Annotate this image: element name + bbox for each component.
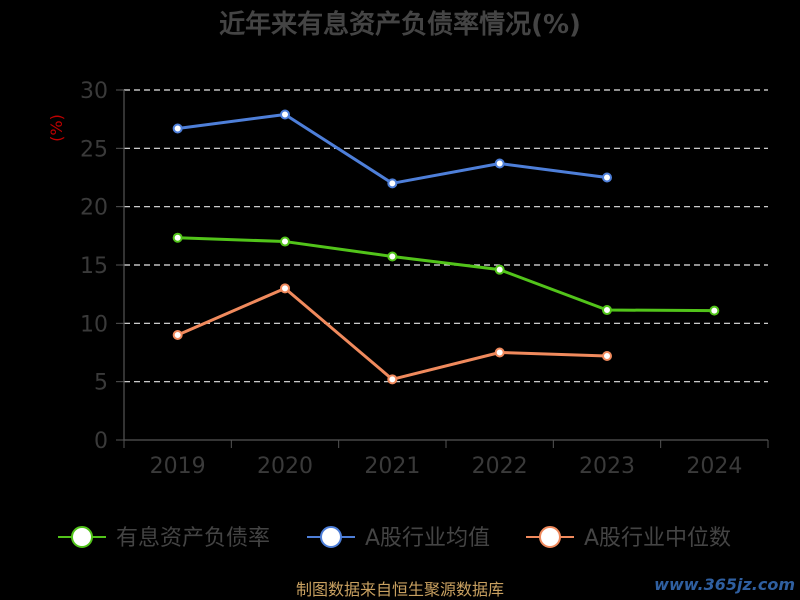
series-2-point [172,330,183,340]
series-0-line [177,236,715,313]
y-axis-ticks: 0 5 10 15 20 25 30 [80,79,124,454]
series-2-line [177,286,608,381]
legend-label: A股行业均值 [365,526,490,551]
source-note: 制图数据来自恒生聚源数据库 [296,580,504,599]
series-group [172,109,720,385]
gridlines [124,89,768,383]
x-tick-label: 2021 [364,454,420,479]
legend-label: A股行业中位数 [584,526,731,551]
series-1-point [172,123,183,134]
y-tick-label: 20 [80,196,108,221]
y-tick-label: 15 [80,254,108,279]
legend-marker [320,526,342,548]
series-0-point [709,305,720,316]
legend: 有息资产负债率 A股行业均值 A股行业中位数 [58,526,731,551]
series-0-point [280,236,290,247]
legend-marker [539,526,561,548]
y-tick-label: 10 [80,312,108,337]
y-tick-label: 25 [80,137,108,162]
watermark: www.365jz.com [654,575,795,594]
series-0-point [602,305,612,316]
y-tick-label: 30 [80,79,108,104]
series-1-line [177,113,608,185]
series-0-point [387,251,398,262]
series-1-point [494,158,505,169]
series-2-point [494,347,505,358]
y-tick-label: 0 [94,429,108,454]
series-1-point [387,178,398,189]
y-tick-label: 5 [94,371,108,396]
x-tick-label: 2020 [257,454,313,479]
legend-label: 有息资产负债率 [116,526,270,551]
series-2-point [280,283,290,294]
x-tick-label: 2023 [579,454,635,479]
x-tick-label: 2022 [472,454,528,479]
chart-title: 近年来有息资产负债率情况(%) [219,9,581,40]
legend-marker [71,526,93,548]
x-tick-label: 2019 [150,454,206,479]
series-0-point [494,264,505,275]
series-2-point [602,351,612,361]
series-0-point [172,232,183,243]
series-2-point [387,374,398,385]
y-axis-unit: (%) [47,114,66,142]
x-axis-ticks: 2019 2020 2021 2022 2023 2024 [123,440,769,479]
x-tick-label: 2024 [686,454,742,479]
series-1-point [602,172,612,183]
series-1-point [280,109,290,120]
